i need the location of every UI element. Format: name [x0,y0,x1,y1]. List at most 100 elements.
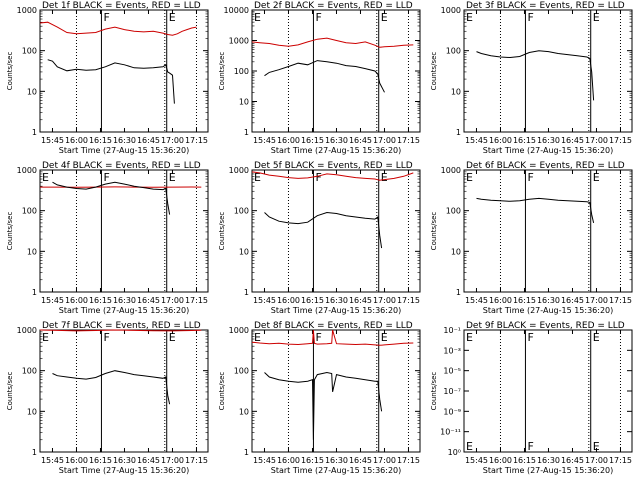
y-axis-label: Counts/sec [6,372,14,411]
series-line [52,370,171,405]
event-marker-label: F [527,11,533,24]
x-tick-label: 15:45 [41,296,64,305]
panel-title: Det 6f BLACK = Events, RED = LLD [466,161,625,171]
event-marker-label: F [103,331,109,344]
x-tick-label: 16:45 [349,136,372,145]
panel-title: Det 2f BLACK = Events, RED = LLD [254,1,413,11]
y-tick-label: 10 [27,247,37,256]
x-tick-label: 17:00 [373,456,396,465]
y-tick-label: 1 [456,288,461,297]
panel-2: Det 2f BLACK = Events, RED = LLD 1 10 100 10… [218,1,421,155]
x-tick-label: 15:45 [465,456,488,465]
y-tick-label: 1 [32,288,37,297]
series-line [476,197,595,224]
panel-title: Det 5f BLACK = Events, RED = LLD [254,161,413,171]
x-tick-label: 16:30 [113,136,136,145]
x-tick-label: 16:45 [561,456,584,465]
axes-frame [251,9,421,133]
y-tick-label: 10⁻¹ [443,326,461,335]
x-axis-label: Start Time (27-Aug-15 15:36:20) [483,306,614,315]
x-tick-label: 16:15 [89,296,112,305]
x-tick-label: 17:15 [609,136,632,145]
x-tick-label: 17:00 [373,296,396,305]
series-line [264,211,383,249]
x-tick-label: 16:30 [113,296,136,305]
event-marker-label: E [381,171,388,184]
y-tick-label: 10 [27,407,37,416]
y-tick-label: 100 [22,207,37,216]
panel-title: Det 4f BLACK = Events, RED = LLD [42,161,201,171]
x-tick-label: 16:15 [89,456,112,465]
y-tick-label: 1 [244,288,249,297]
y-tick-label: 10⁻¹¹ [440,428,461,437]
event-marker-label: E [381,331,388,344]
x-tick-label: 16:30 [325,296,348,305]
x-axis-label: Start Time (27-Aug-15 15:36:20) [59,466,190,475]
y-tick-label: 10 [239,247,249,256]
axes-frame [39,169,209,293]
x-axis-label: Start Time (27-Aug-15 15:36:20) [59,306,190,315]
event-marker-label: E [42,331,49,344]
y-tick-label: 1000 [229,326,249,335]
x-tick-label: 16:30 [113,456,136,465]
event-marker-label: F [527,171,533,184]
x-tick-label: 16:30 [537,456,560,465]
panel-7: Det 7f BLACK = Events, RED = LLD 1 10 100 10… [6,321,209,475]
axes-frame [39,329,209,453]
y-axis-label: Counts/sec [430,52,438,91]
x-tick-label: 16:15 [301,136,324,145]
x-tick-label: 17:00 [161,296,184,305]
y-tick-label: 100 [446,207,461,216]
x-axis-label: Start Time (27-Aug-15 15:36:20) [483,466,614,475]
y-tick-label: 1 [244,448,249,457]
x-tick-label: 16:30 [325,136,348,145]
x-tick-label: 15:45 [41,136,64,145]
panel-4: Det 4f BLACK = Events, RED = LLD 1 10 100 10… [6,161,209,315]
x-axis-label: Start Time (27-Aug-15 15:36:20) [271,146,402,155]
event-marker-label: E [466,331,473,344]
series-line [251,37,414,48]
panel-9: Det 9f BLACK = Events, RED = LLD 10⁰ 10⁻¹¹… [430,321,633,475]
event-marker-label: E [593,440,600,453]
panel-title: Det 7f BLACK = Events, RED = LLD [42,321,201,331]
series-line [476,50,595,101]
x-tick-label: 16:00 [277,456,300,465]
panel-title: Det 9f BLACK = Events, RED = LLD [466,321,625,331]
y-axis-label: Counts/sec [6,52,14,91]
panel-5: Det 5f BLACK = Events, RED = LLD 1 10 100 10… [218,161,421,315]
panel-title: Det 1f BLACK = Events, RED = LLD [42,1,201,11]
x-tick-label: 16:45 [561,136,584,145]
y-tick-label: 10 [27,87,37,96]
y-tick-label: 1 [244,128,249,137]
y-tick-label: 10⁰ [448,448,461,457]
y-tick-label: 1000 [229,166,249,175]
axes-frame [463,329,633,453]
panel-8: Det 8f BLACK = Events, RED = LLD 1 10 100 10… [218,321,421,475]
event-marker-label: E [466,11,473,24]
series-line [264,60,385,93]
series-line [251,329,414,346]
x-tick-label: 16:45 [137,136,160,145]
y-axis-label: Counts/sec [6,212,14,251]
panel-1: Det 1f BLACK = Events, RED = LLD 1 10 100 10… [6,1,209,155]
x-tick-label: 16:45 [561,296,584,305]
x-tick-label: 17:15 [397,296,420,305]
event-marker-label: F [527,331,533,344]
x-tick-label: 17:00 [161,136,184,145]
y-tick-label: 100 [234,367,249,376]
event-marker-label: E [593,11,600,24]
y-tick-label: 10⁻⁹ [443,407,461,416]
x-tick-label: 16:15 [301,296,324,305]
x-tick-label: 15:45 [253,296,276,305]
event-marker-label: E [466,171,473,184]
y-tick-label: 10⁻³ [443,346,461,355]
x-tick-label: 17:15 [397,136,420,145]
x-axis-label: Start Time (27-Aug-15 15:36:20) [59,146,190,155]
event-marker-label: F [315,331,321,344]
axes-frame [463,9,633,133]
x-tick-label: 15:45 [465,136,488,145]
series-line [39,329,202,332]
event-marker-label: F [527,440,533,453]
